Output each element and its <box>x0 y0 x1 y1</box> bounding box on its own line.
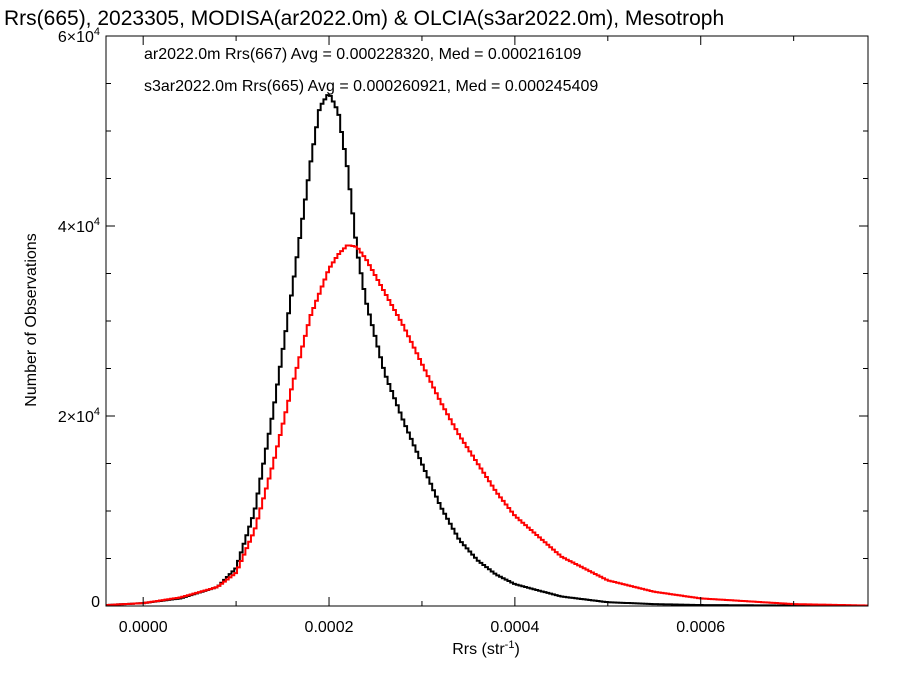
x-axis-label: Rrs (str-1) <box>452 639 520 658</box>
y-tick-label: 0 <box>91 594 100 611</box>
y-tick-label: 4×104 <box>58 216 100 236</box>
histogram-series-0 <box>106 94 868 606</box>
y-axis-label: Number of Observations <box>23 233 40 406</box>
plot-frame <box>105 35 869 607</box>
y-tick-label: 6×104 <box>58 26 100 46</box>
y-tick-label: 2×104 <box>58 406 100 426</box>
x-tick-label: 0.0002 <box>305 619 354 636</box>
x-tick-label: 0.0004 <box>490 619 539 636</box>
x-tick-label: 0.0006 <box>676 619 725 636</box>
annotation-olcia-stats: s3ar2022.0m Rrs(665) Avg = 0.000260921, … <box>144 78 598 95</box>
histogram-series-1 <box>106 244 868 606</box>
annotation-modisa-stats: ar2022.0m Rrs(667) Avg = 0.000228320, Me… <box>144 46 581 63</box>
tick-group: 0.0000 0.0002 0.0004 0.0006 0 2×104 4×104 6×104 <box>58 26 868 636</box>
plot-series-group <box>106 94 868 606</box>
x-tick-label: 0.0000 <box>119 619 168 636</box>
chart-title: Rrs(665), 2023305, MODISA(ar2022.0m) & O… <box>4 7 724 30</box>
